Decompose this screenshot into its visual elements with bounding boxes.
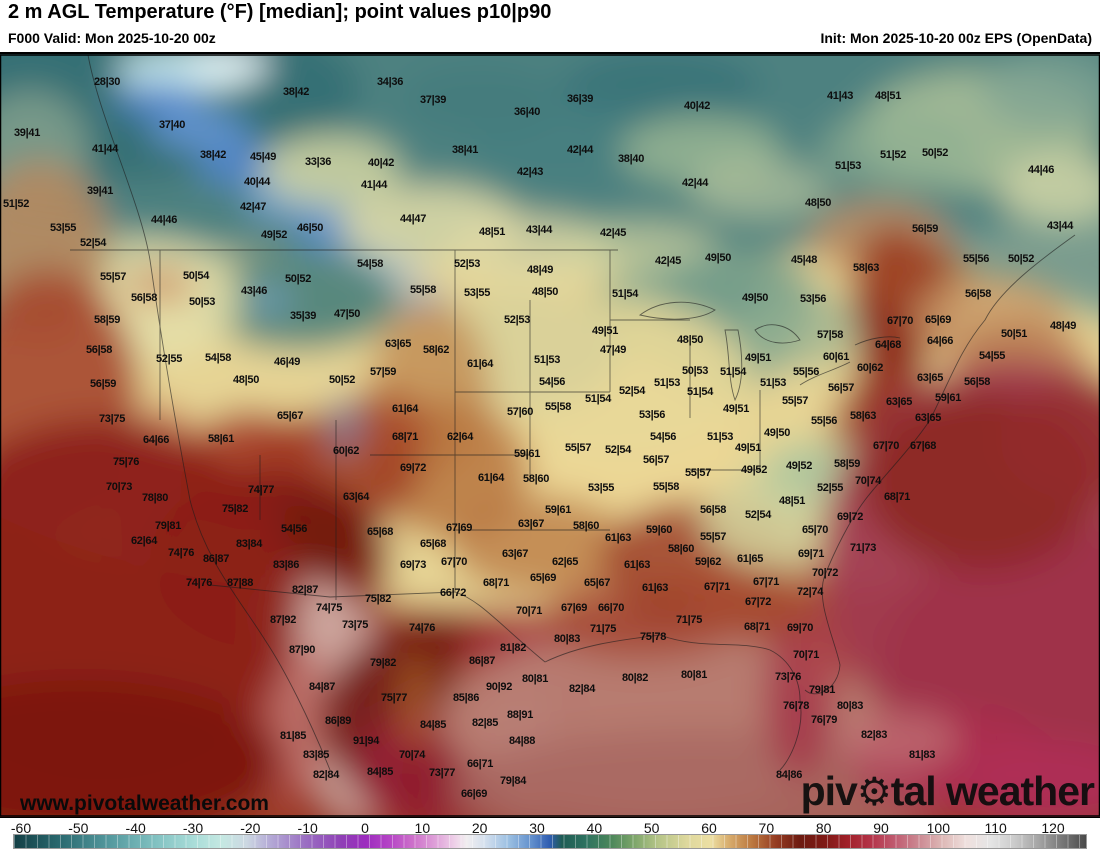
legend-tick-label: 120	[1041, 820, 1065, 836]
legend-tick-label: 30	[529, 820, 545, 836]
legend-tick-label: -60	[10, 820, 32, 836]
legend-tick-label: 10	[414, 820, 431, 836]
watermark-url: www.pivotalweather.com	[20, 792, 269, 815]
legend-tick-label: 50	[643, 820, 660, 836]
legend-tick-label: 40	[586, 820, 603, 836]
legend-tick-label: 110	[984, 820, 1007, 836]
gear-icon: ⚙	[856, 771, 892, 814]
geo-borders	[70, 54, 1076, 771]
legend-tick-label: 20	[471, 820, 488, 836]
colorbar-segments	[14, 835, 1086, 848]
legend-tick-label: -30	[182, 820, 204, 836]
legend-tick-label: -50	[68, 820, 89, 836]
pivotalweather-logo: piv⚙tal weather	[800, 768, 1095, 815]
map-header: 2 m AGL Temperature (°F) [median]; point…	[0, 0, 1100, 54]
legend-tick-label: 0	[361, 820, 369, 836]
valid-time-label: F000 Valid: Mon 2025-10-20 00z	[8, 30, 216, 46]
temperature-colorbar	[13, 834, 1087, 849]
legend-tick-label: -40	[125, 820, 146, 836]
map-title: 2 m AGL Temperature (°F) [median]; point…	[8, 1, 552, 23]
legend-tick-label: 90	[873, 820, 889, 836]
logo-text-tal-weather: tal weather	[890, 768, 1095, 814]
legend-tick-label: 80	[815, 820, 832, 836]
legend-tick-label: -20	[240, 820, 261, 836]
logo-text-piv: piv	[800, 768, 858, 814]
legend-tick-label: 70	[758, 820, 775, 836]
init-time-label: Init: Mon 2025-10-20 00z EPS (OpenData)	[820, 30, 1092, 46]
legend-tick-label: 100	[926, 820, 951, 836]
legend-bar: -60 -50 -40 -30 -20 -10 0 10 20 30 40 50 60 70 80 90 100…	[0, 817, 1100, 850]
legend-tick-label: -10	[297, 820, 318, 836]
legend-tick-label: 60	[701, 820, 717, 836]
